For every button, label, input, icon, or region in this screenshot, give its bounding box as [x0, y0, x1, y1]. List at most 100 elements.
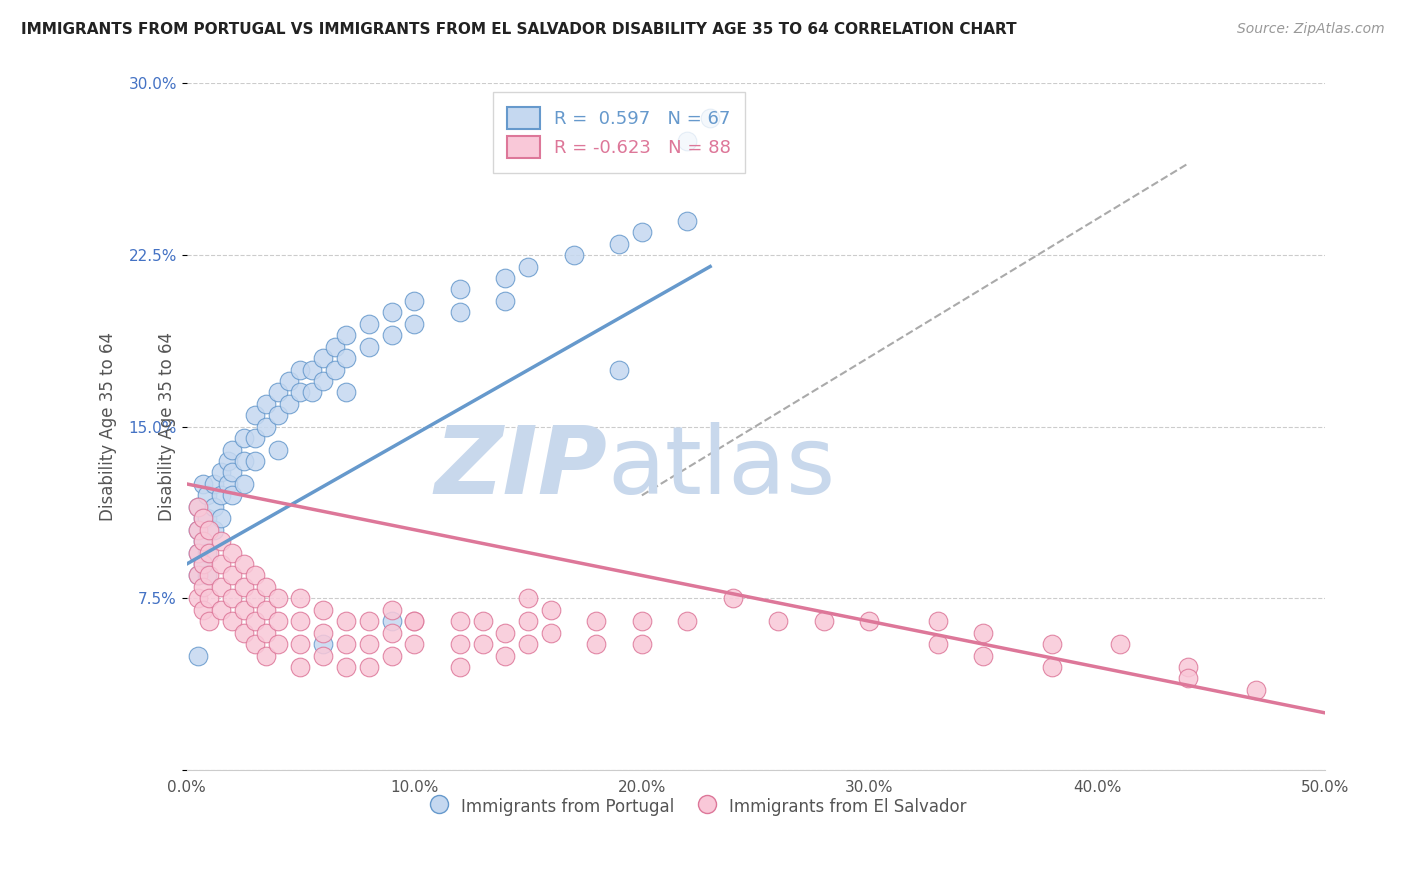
Point — [676, 614, 699, 628]
Point — [221, 488, 243, 502]
Point — [1108, 637, 1130, 651]
Point — [217, 477, 239, 491]
Point — [254, 648, 277, 663]
Legend: Immigrants from Portugal, Immigrants from El Salvador: Immigrants from Portugal, Immigrants fro… — [425, 789, 973, 823]
Point — [202, 523, 225, 537]
Point — [585, 637, 607, 651]
Point — [312, 625, 335, 640]
Point — [209, 466, 232, 480]
Point — [243, 614, 266, 628]
Point — [404, 614, 426, 628]
Point — [243, 637, 266, 651]
Point — [323, 340, 346, 354]
Point — [290, 614, 312, 628]
Point — [198, 545, 221, 559]
Point — [209, 557, 232, 571]
Point — [449, 282, 471, 296]
Point — [278, 397, 301, 411]
Point — [312, 351, 335, 365]
Point — [972, 648, 994, 663]
Point — [191, 511, 214, 525]
Point — [607, 362, 630, 376]
Point — [335, 614, 357, 628]
Point — [721, 591, 744, 606]
Point — [232, 477, 254, 491]
Point — [290, 362, 312, 376]
Point — [335, 637, 357, 651]
Point — [267, 614, 290, 628]
Point — [187, 523, 209, 537]
Point — [540, 603, 562, 617]
Y-axis label: Disability Age 35 to 64: Disability Age 35 to 64 — [157, 332, 176, 521]
Point — [471, 637, 494, 651]
Point — [191, 603, 214, 617]
Point — [357, 614, 380, 628]
Point — [209, 603, 232, 617]
Point — [768, 614, 790, 628]
Point — [187, 500, 209, 514]
Point — [232, 580, 254, 594]
Point — [217, 454, 239, 468]
Point — [449, 637, 471, 651]
Point — [232, 454, 254, 468]
Point — [676, 213, 699, 227]
Point — [187, 500, 209, 514]
Point — [187, 523, 209, 537]
Point — [209, 511, 232, 525]
Point — [243, 409, 266, 423]
Point — [449, 660, 471, 674]
Point — [312, 374, 335, 388]
Point — [562, 248, 585, 262]
Point — [290, 637, 312, 651]
Point — [290, 660, 312, 674]
Point — [676, 134, 699, 148]
Point — [290, 591, 312, 606]
Point — [209, 534, 232, 549]
Point — [254, 397, 277, 411]
Point — [927, 614, 949, 628]
Point — [494, 271, 516, 285]
Point — [191, 534, 214, 549]
Point — [517, 637, 540, 651]
Point — [312, 637, 335, 651]
Point — [540, 625, 562, 640]
Point — [191, 477, 214, 491]
Point — [972, 625, 994, 640]
Point — [187, 568, 209, 582]
Point — [699, 111, 721, 125]
Point — [471, 614, 494, 628]
Point — [209, 488, 232, 502]
Point — [187, 545, 209, 559]
Point — [449, 614, 471, 628]
Point — [380, 614, 402, 628]
Point — [404, 637, 426, 651]
Point — [254, 603, 277, 617]
Point — [380, 305, 402, 319]
Point — [323, 362, 346, 376]
Point — [357, 660, 380, 674]
Point — [187, 648, 209, 663]
Point — [312, 648, 335, 663]
Point — [357, 637, 380, 651]
Point — [221, 614, 243, 628]
Point — [191, 580, 214, 594]
Point — [243, 568, 266, 582]
Point — [232, 431, 254, 445]
Point — [191, 557, 214, 571]
Point — [191, 534, 214, 549]
Point — [607, 236, 630, 251]
Point — [1040, 637, 1063, 651]
Point — [380, 625, 402, 640]
Point — [221, 545, 243, 559]
Point — [278, 374, 301, 388]
Point — [357, 340, 380, 354]
Point — [517, 591, 540, 606]
Point — [202, 500, 225, 514]
Point — [195, 568, 218, 582]
Point — [631, 637, 654, 651]
Point — [858, 614, 880, 628]
Point — [517, 260, 540, 274]
Point — [232, 625, 254, 640]
Point — [494, 648, 516, 663]
Point — [380, 648, 402, 663]
